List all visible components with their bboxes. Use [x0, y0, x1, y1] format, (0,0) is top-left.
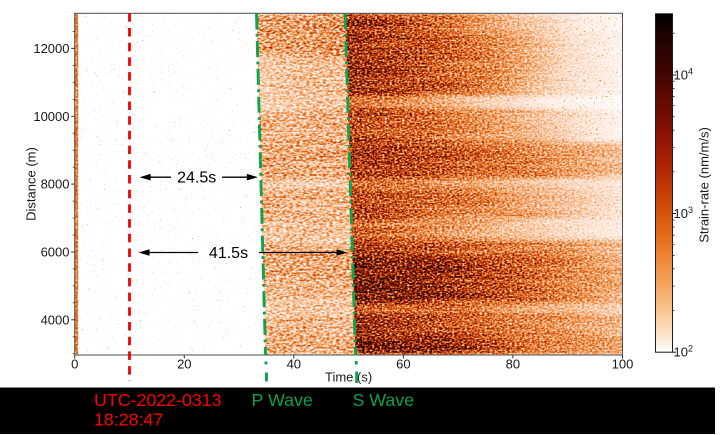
svg-text:6000: 6000: [41, 245, 70, 260]
svg-text:UTC-2022-0313: UTC-2022-0313: [94, 390, 222, 410]
svg-text:P Wave: P Wave: [252, 390, 313, 410]
svg-text:24.5s: 24.5s: [177, 170, 216, 187]
svg-text:18:28:47: 18:28:47: [94, 410, 163, 430]
svg-text:41.5s: 41.5s: [209, 245, 248, 262]
svg-text:20: 20: [177, 357, 191, 372]
svg-text:S Wave: S Wave: [353, 390, 415, 410]
svg-text:12000: 12000: [33, 41, 69, 56]
svg-text:0: 0: [71, 357, 78, 372]
svg-text:100: 100: [612, 357, 634, 372]
svg-text:Distance (m): Distance (m): [24, 147, 39, 221]
svg-text:4000: 4000: [41, 312, 70, 327]
svg-text:40: 40: [287, 357, 301, 372]
svg-text:10000: 10000: [33, 109, 69, 124]
svg-text:Time (s): Time (s): [325, 370, 372, 385]
svg-text:80: 80: [506, 357, 520, 372]
svg-text:Strain-rate (nm/m/s): Strain-rate (nm/m/s): [697, 127, 712, 243]
svg-text:8000: 8000: [41, 177, 70, 192]
svg-text:60: 60: [396, 357, 410, 372]
